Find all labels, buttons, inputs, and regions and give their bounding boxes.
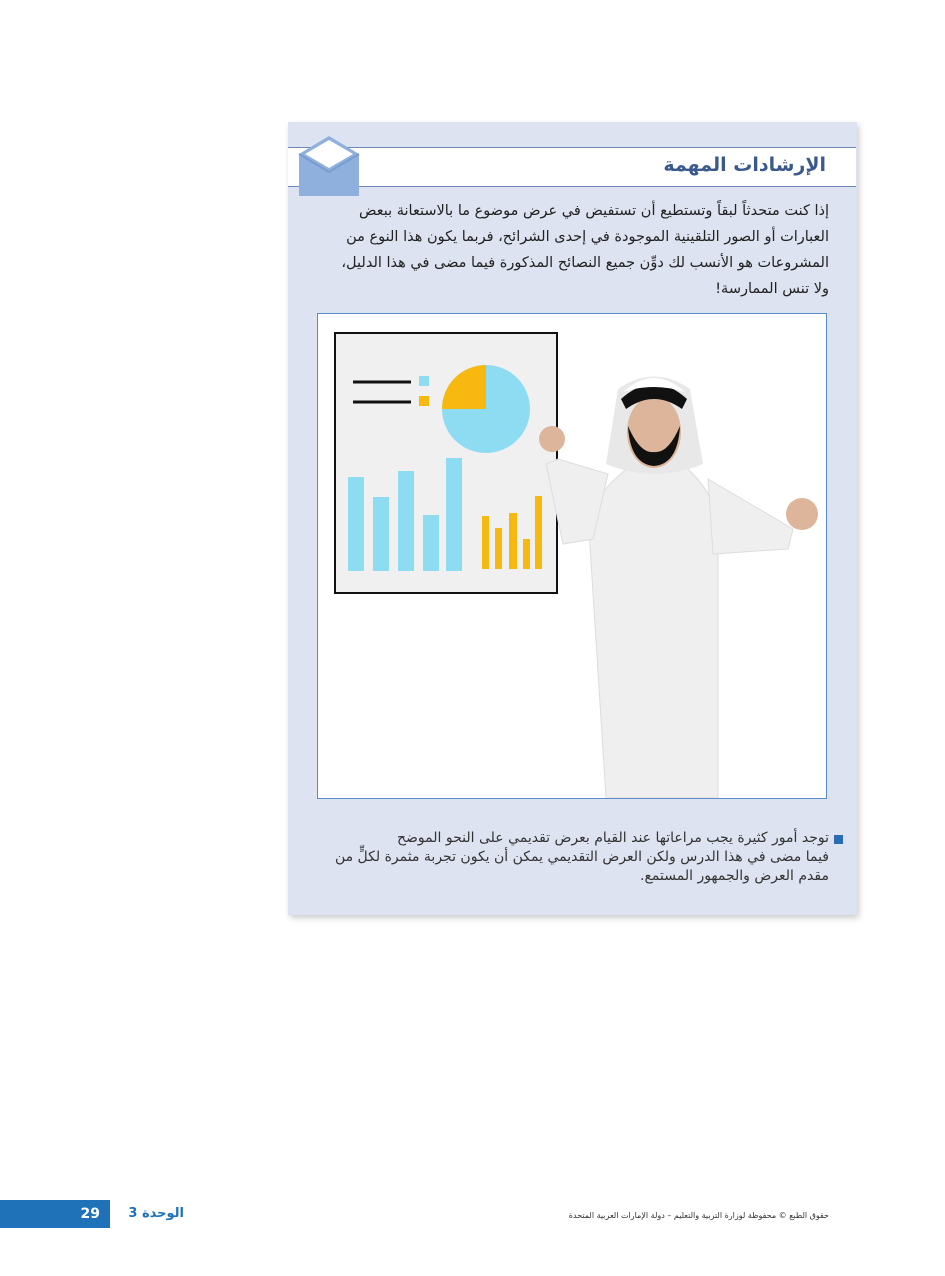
unit-label: الوحدة 3 bbox=[128, 1206, 184, 1221]
text-line: العبارات أو الصور التلقينية الموجودة في … bbox=[346, 229, 829, 245]
tips-box: الإرشادات المهمة إذا كنت متحدثاً لبقاً و… bbox=[288, 122, 857, 915]
bullet bbox=[834, 835, 843, 844]
illustration-frame bbox=[317, 313, 827, 799]
note: توجد أمور كثيرة يجب مراعاتها عند القيام … bbox=[309, 829, 843, 886]
page-number: 29 bbox=[0, 1200, 110, 1228]
title-band: الإرشادات المهمة bbox=[288, 147, 856, 187]
box-title: الإرشادات المهمة bbox=[663, 154, 826, 176]
text-line: المشروعات هو الأنسب لك دوِّن جميع النصائ… bbox=[341, 255, 829, 271]
text-line: فيما مضى في هذا الدرس ولكن العرض التقديم… bbox=[334, 849, 829, 865]
copyright: حقوق الطبع © محفوظة لوزارة التربية والتع… bbox=[568, 1211, 829, 1220]
text-line: مقدم العرض والجمهور المستمع. bbox=[640, 868, 829, 884]
illustration bbox=[334, 332, 818, 799]
paragraph: إذا كنت متحدثاً لبقاً وتستطيع أن تستفيض … bbox=[309, 198, 829, 302]
text-line: ولا تنس الممارسة! bbox=[715, 281, 829, 297]
text-line: توجد أمور كثيرة يجب مراعاتها عند القيام … bbox=[397, 830, 829, 846]
envelope-icon bbox=[298, 136, 360, 196]
text-line: إذا كنت متحدثاً لبقاً وتستطيع أن تستفيض … bbox=[358, 203, 829, 219]
